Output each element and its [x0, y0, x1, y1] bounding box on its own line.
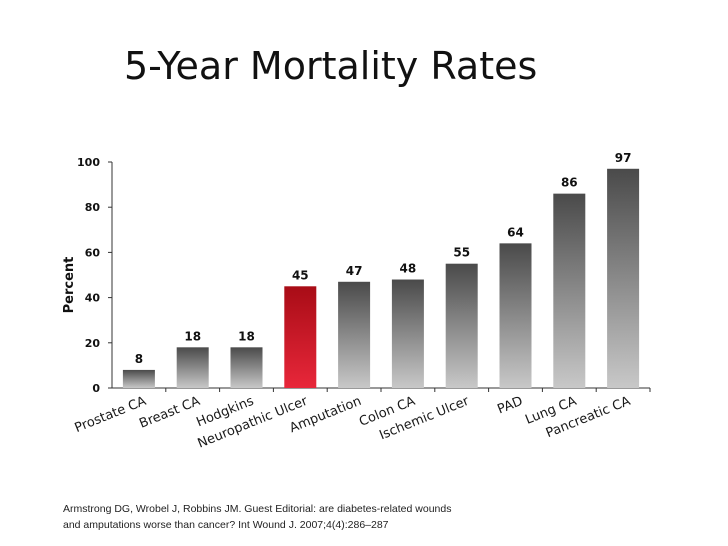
- bar: [445, 263, 478, 388]
- data-label: 48: [400, 262, 417, 276]
- slide-title: 5-Year Mortality Rates: [124, 44, 538, 88]
- bar: [391, 279, 424, 388]
- y-tick-label: 60: [85, 246, 101, 259]
- data-label: 18: [184, 329, 201, 343]
- bar: [553, 193, 586, 388]
- data-label: 18: [238, 329, 255, 343]
- bar: [176, 347, 209, 388]
- data-label: 86: [561, 176, 578, 190]
- category-label: Prostate CA: [73, 394, 149, 436]
- y-tick-label: 0: [92, 382, 100, 395]
- y-axis-title: Percent: [62, 257, 77, 314]
- citation-line-2: and amputations worse than cancer? Int W…: [63, 519, 389, 531]
- bar: [338, 281, 371, 388]
- data-label: 55: [453, 246, 470, 260]
- bar: [230, 347, 263, 388]
- bar: [607, 168, 640, 388]
- data-label: 8: [135, 352, 143, 366]
- citation: Armstrong DG, Wrobel J, Robbins JM. Gues…: [63, 501, 451, 533]
- data-label: 97: [615, 151, 632, 165]
- data-label: 47: [346, 264, 363, 278]
- category-label: Breast CA: [137, 394, 202, 432]
- bar-highlighted: [284, 286, 317, 388]
- y-tick-label: 40: [85, 292, 101, 305]
- y-tick-label: 20: [85, 337, 101, 350]
- citation-line-1: Armstrong DG, Wrobel J, Robbins JM. Gues…: [63, 503, 452, 515]
- data-label: 45: [292, 268, 309, 282]
- data-label: 64: [507, 225, 524, 239]
- category-label: PAD: [495, 394, 525, 418]
- y-tick-label: 100: [77, 156, 100, 169]
- y-tick-label: 80: [85, 201, 101, 214]
- bar: [499, 243, 532, 388]
- bar: [122, 369, 155, 388]
